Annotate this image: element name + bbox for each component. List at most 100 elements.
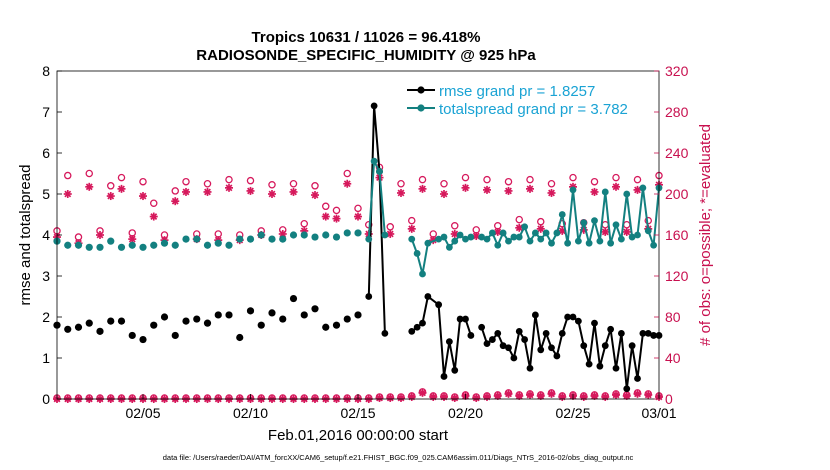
spread-point	[435, 235, 443, 243]
rmse-point	[236, 333, 244, 342]
evaluated-marker	[622, 227, 631, 236]
rmse-point	[505, 344, 512, 352]
rmse-point	[553, 352, 561, 360]
spread-point	[332, 233, 341, 241]
possible-marker	[300, 219, 308, 228]
spread-point	[150, 241, 158, 249]
evaluated-marker	[590, 391, 599, 400]
rmse-point	[435, 301, 443, 309]
rmse-point	[456, 315, 464, 323]
evaluated-marker	[225, 183, 233, 192]
legend-spread-label: totalspread grand pr = 3.782	[439, 101, 628, 118]
rmse-point	[445, 338, 453, 345]
spread-point	[311, 233, 319, 241]
spread-point	[553, 229, 561, 237]
rmse-point	[74, 323, 83, 331]
spread-point	[96, 243, 104, 251]
evaluated-marker	[289, 187, 298, 196]
right-axis-label: # of obs: o=possible; *=evaluated	[697, 124, 714, 346]
rmse-point	[451, 366, 459, 374]
legend: rmse grand pr = 1.8257 totalspread grand…	[407, 83, 628, 118]
rmse-point	[569, 313, 577, 321]
x-tick-label: 02/05	[125, 405, 160, 421]
rmse-point	[628, 342, 636, 350]
evaluated-marker	[354, 212, 362, 221]
spread-point	[376, 168, 383, 175]
evaluated-marker	[268, 190, 276, 198]
rmse-point	[488, 336, 496, 343]
evaluated-marker	[96, 231, 104, 239]
spread-point	[246, 235, 255, 243]
right-tick-label: 240	[665, 145, 689, 161]
evaluated-marker	[612, 182, 620, 191]
evaluated-marker	[418, 388, 427, 397]
spread-point	[139, 243, 147, 251]
spread-point	[74, 241, 83, 249]
evaluated-marker	[590, 187, 599, 196]
y-tick-label: 1	[42, 350, 50, 366]
rmse-point	[564, 313, 572, 321]
possible-marker	[354, 204, 362, 213]
rmse-point	[300, 311, 308, 319]
evaluated-marker	[515, 391, 524, 400]
possible-marker	[440, 179, 448, 188]
evaluated-marker	[612, 390, 620, 399]
spread-point	[574, 237, 582, 245]
y-tick-label: 0	[42, 391, 50, 407]
right-tick-label: 80	[665, 309, 681, 325]
evaluated-marker	[472, 393, 481, 402]
spread-point	[214, 239, 222, 247]
evaluated-marker	[483, 392, 491, 401]
spread-point	[601, 188, 609, 196]
evaluated-marker	[526, 184, 534, 193]
evaluated-marker	[601, 392, 610, 401]
right-tick-label: 280	[665, 104, 689, 120]
spread-point	[257, 231, 265, 239]
evaluated-marker	[106, 192, 115, 201]
spread-point	[456, 231, 464, 239]
rmse-point	[612, 364, 620, 372]
rmse-point	[139, 335, 147, 344]
right-tick-label: 40	[665, 350, 681, 366]
spread-point	[564, 239, 572, 247]
y-tick-label: 7	[42, 104, 50, 120]
right-tick-label: 200	[665, 186, 689, 202]
evaluated-marker	[332, 214, 341, 223]
spread-point	[478, 233, 486, 241]
possible-marker	[171, 187, 179, 195]
spread-point	[542, 229, 550, 237]
right-tick-label: 160	[665, 227, 689, 243]
rmse-point	[225, 311, 233, 319]
possible-marker	[182, 177, 190, 186]
rmse-point	[182, 317, 190, 325]
evaluated-marker	[139, 192, 147, 201]
rmse-point	[644, 330, 652, 337]
evaluated-marker	[386, 393, 395, 402]
y-tick-label: 8	[42, 63, 50, 79]
rmse-point	[467, 332, 475, 339]
spread-point	[569, 186, 577, 194]
rmse-point	[580, 342, 588, 350]
rmse-point	[343, 315, 351, 323]
spread-point	[117, 243, 126, 251]
spread-point	[617, 235, 625, 243]
spread-point	[451, 237, 459, 245]
spread-point	[64, 241, 72, 249]
possible-marker	[450, 222, 459, 230]
spread-point	[634, 231, 641, 239]
evaluated-marker	[558, 392, 567, 401]
rmse-point	[408, 327, 416, 335]
evaluated-marker	[633, 389, 642, 398]
evaluated-marker	[504, 389, 513, 398]
spread-point	[203, 241, 212, 249]
rmse-point	[440, 373, 448, 380]
rmse-point	[462, 315, 469, 323]
rmse-point	[639, 330, 647, 337]
rmse-point	[521, 336, 529, 343]
rmse-point	[607, 325, 615, 333]
spread-point	[193, 235, 201, 243]
rmse-point	[128, 331, 136, 340]
spread-point	[343, 229, 351, 237]
possible-marker	[537, 217, 545, 226]
evaluated-marker	[321, 212, 330, 221]
